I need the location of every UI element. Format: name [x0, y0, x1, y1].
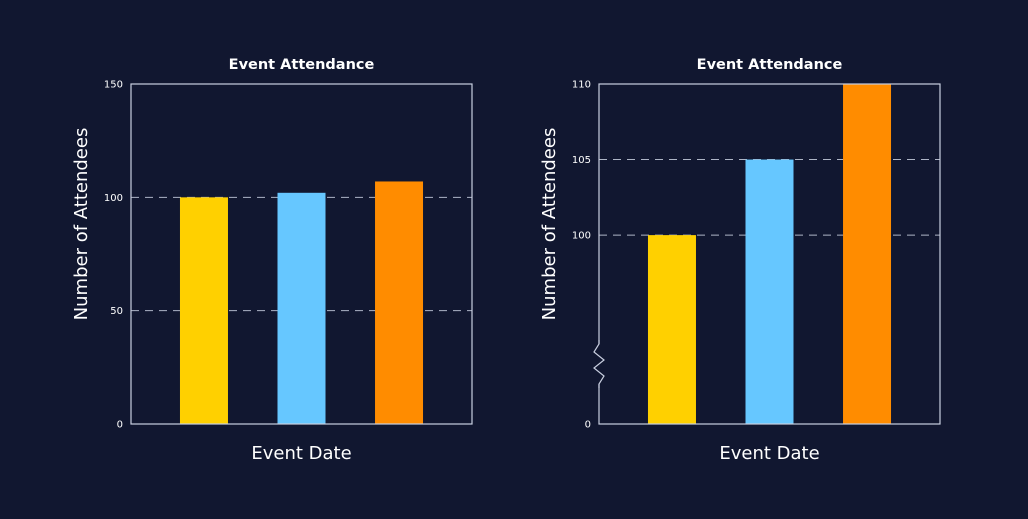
- chart-1-bar-1: [179, 197, 228, 424]
- chart-2-ytick-label: 110: [572, 80, 591, 91]
- chart-1-ylabel: Number of Attendees: [71, 128, 92, 321]
- chart-2-ytick-label: 105: [572, 155, 591, 166]
- chart-1-ytick-label: 0: [117, 420, 123, 431]
- chart-1-ytick-label: 150: [104, 80, 123, 91]
- chart-2-bar-1: [647, 235, 696, 424]
- chart-1-bar-2: [277, 192, 326, 424]
- chart-2-bar-2: [745, 159, 794, 425]
- chart-2-bar-3: [843, 84, 892, 424]
- chart-2-axis-break-marker: [593, 340, 605, 388]
- chart-1-frame: [130, 83, 473, 425]
- chart-2-ylabel: Number of Attendees: [539, 128, 560, 321]
- chart-2-title: Event Attendance: [697, 57, 843, 73]
- chart-2-ytick-label: 100: [572, 231, 591, 242]
- chart-1-ytick-label: 50: [110, 306, 123, 317]
- chart-2-ytick-label-zero: 0: [585, 420, 591, 431]
- chart-2-xlabel: Event Date: [719, 443, 819, 464]
- chart-1-bar-3: [375, 181, 424, 424]
- chart-2-frame: [598, 83, 941, 425]
- chart-1-ytick-label: 100: [104, 193, 123, 204]
- chart-1-title: Event Attendance: [229, 57, 375, 73]
- chart-1-xlabel: Event Date: [251, 443, 351, 464]
